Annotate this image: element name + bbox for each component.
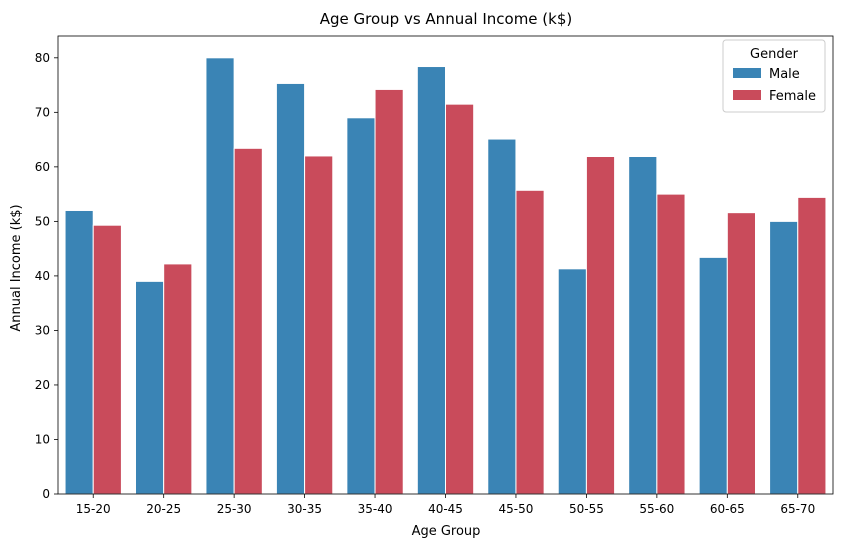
y-tick-label: 10 (35, 432, 50, 446)
bar-female-35-40 (374, 88, 404, 495)
bar-male-20-25 (135, 280, 165, 495)
y-tick-label: 30 (35, 323, 50, 337)
x-tick-label: 60-65 (710, 502, 745, 516)
y-tick-label: 0 (42, 487, 50, 501)
bar-female-15-20 (92, 224, 122, 495)
legend-swatch-male (733, 68, 761, 78)
y-tick-label: 80 (35, 51, 50, 65)
legend: Gender Male Female (722, 39, 826, 113)
bar-male-30-35 (275, 82, 306, 495)
x-tick-label: 20-25 (146, 502, 181, 516)
bar-female-30-35 (304, 155, 334, 495)
bar-male-55-60 (628, 156, 658, 495)
x-tick-label: 45-50 (499, 502, 534, 516)
bar-female-60-65 (726, 212, 757, 495)
y-tick-label: 40 (35, 269, 50, 283)
x-tick-label: 35-40 (358, 502, 393, 516)
legend-swatch-female (733, 90, 761, 100)
bar-female-50-55 (585, 156, 616, 495)
bar-female-55-60 (656, 193, 686, 495)
x-tick-label: 40-45 (428, 502, 463, 516)
bar-female-40-45 (445, 103, 475, 495)
bar-female-25-30 (233, 147, 263, 495)
y-tick-label: 70 (35, 105, 50, 119)
bar-female-45-50 (515, 189, 545, 495)
bar-female-20-25 (163, 263, 193, 495)
x-axis-label: Age Group (412, 524, 481, 539)
y-tick-label: 60 (35, 160, 50, 174)
bar-male-15-20 (64, 209, 94, 495)
y-tick-label: 20 (35, 378, 50, 392)
plot-area: 0 10 20 30 40 50 60 70 80 15-20 20-25 25-30 30-35 35-… (35, 35, 834, 516)
x-tick-label: 65-70 (780, 502, 815, 516)
legend-title: Gender (750, 47, 799, 62)
x-tick-label: 30-35 (287, 502, 322, 516)
legend-label-male: Male (769, 67, 800, 82)
x-tick-label: 50-55 (569, 502, 604, 516)
y-tick-label: 50 (35, 214, 50, 228)
bar-female-65-70 (797, 196, 827, 495)
x-tick-label: 55-60 (639, 502, 674, 516)
chart-title: Age Group vs Annual Income (k$) (320, 10, 572, 28)
bar-male-40-45 (416, 66, 447, 495)
bar-male-60-65 (698, 256, 728, 495)
y-axis-label: Annual Income (k$) (9, 204, 24, 331)
bar-male-65-70 (769, 220, 799, 495)
x-tick-label: 15-20 (76, 502, 111, 516)
x-tick-label: 25-30 (217, 502, 252, 516)
bar-male-35-40 (346, 117, 376, 495)
legend-label-female: Female (769, 89, 816, 104)
bar-male-25-30 (205, 57, 235, 495)
bar-male-50-55 (557, 268, 587, 495)
bar-male-45-50 (487, 138, 517, 495)
